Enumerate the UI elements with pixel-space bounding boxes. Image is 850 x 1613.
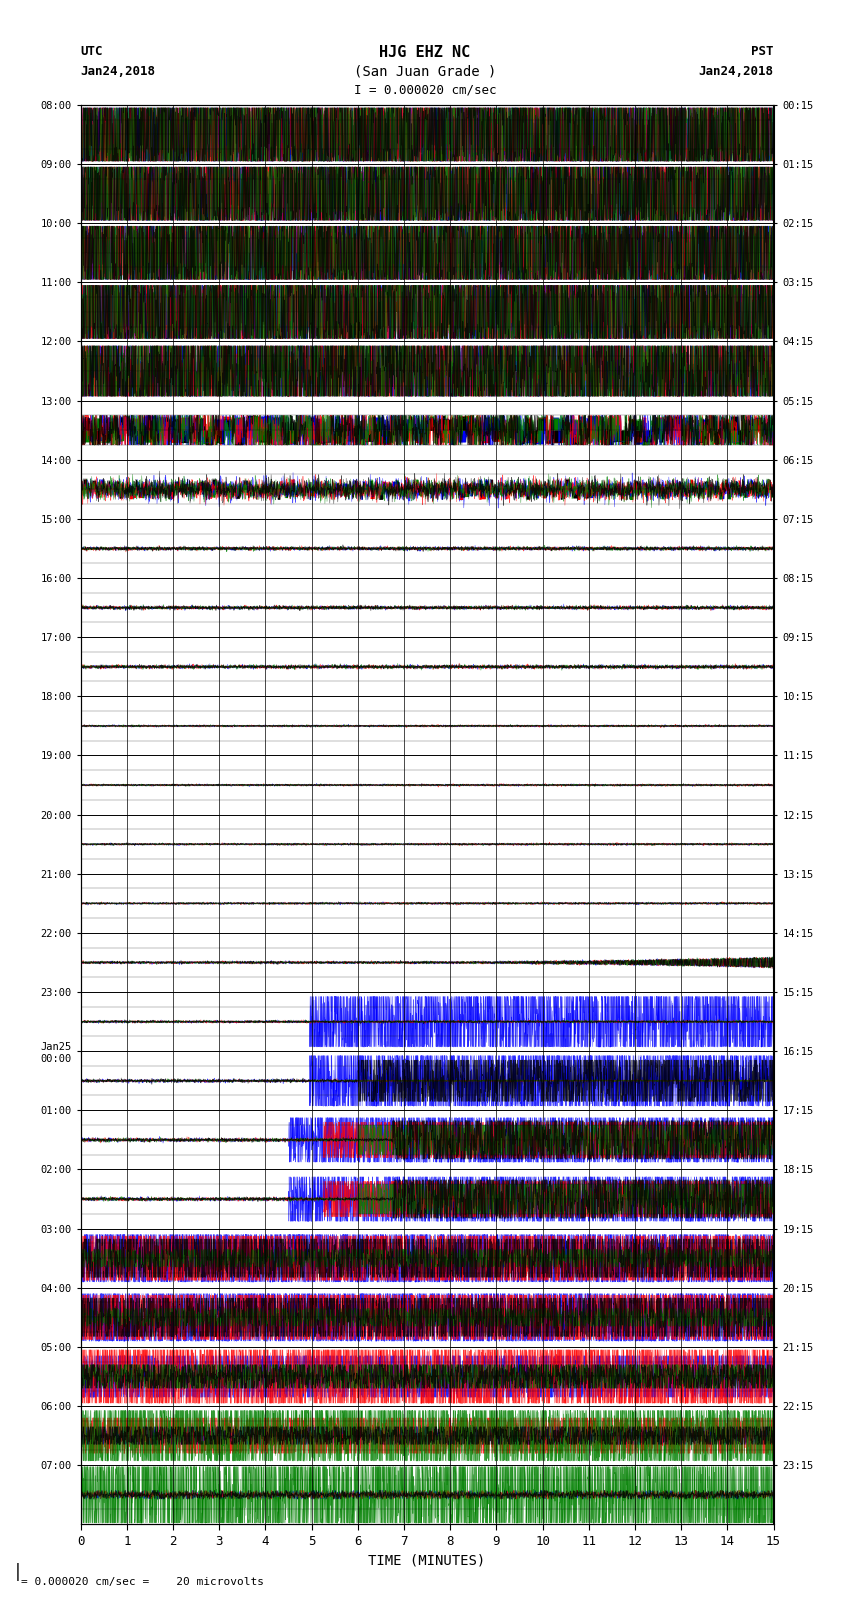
- Text: |: |: [13, 1563, 23, 1581]
- Text: Jan24,2018: Jan24,2018: [699, 65, 774, 77]
- Text: HJG EHZ NC: HJG EHZ NC: [379, 45, 471, 60]
- Text: I = 0.000020 cm/sec: I = 0.000020 cm/sec: [354, 84, 496, 97]
- Text: PST: PST: [751, 45, 774, 58]
- X-axis label: TIME (MINUTES): TIME (MINUTES): [369, 1553, 485, 1568]
- Text: Jan24,2018: Jan24,2018: [81, 65, 156, 77]
- Text: (San Juan Grade ): (San Juan Grade ): [354, 65, 496, 79]
- Text: UTC: UTC: [81, 45, 103, 58]
- Text: = 0.000020 cm/sec =    20 microvolts: = 0.000020 cm/sec = 20 microvolts: [21, 1578, 264, 1587]
